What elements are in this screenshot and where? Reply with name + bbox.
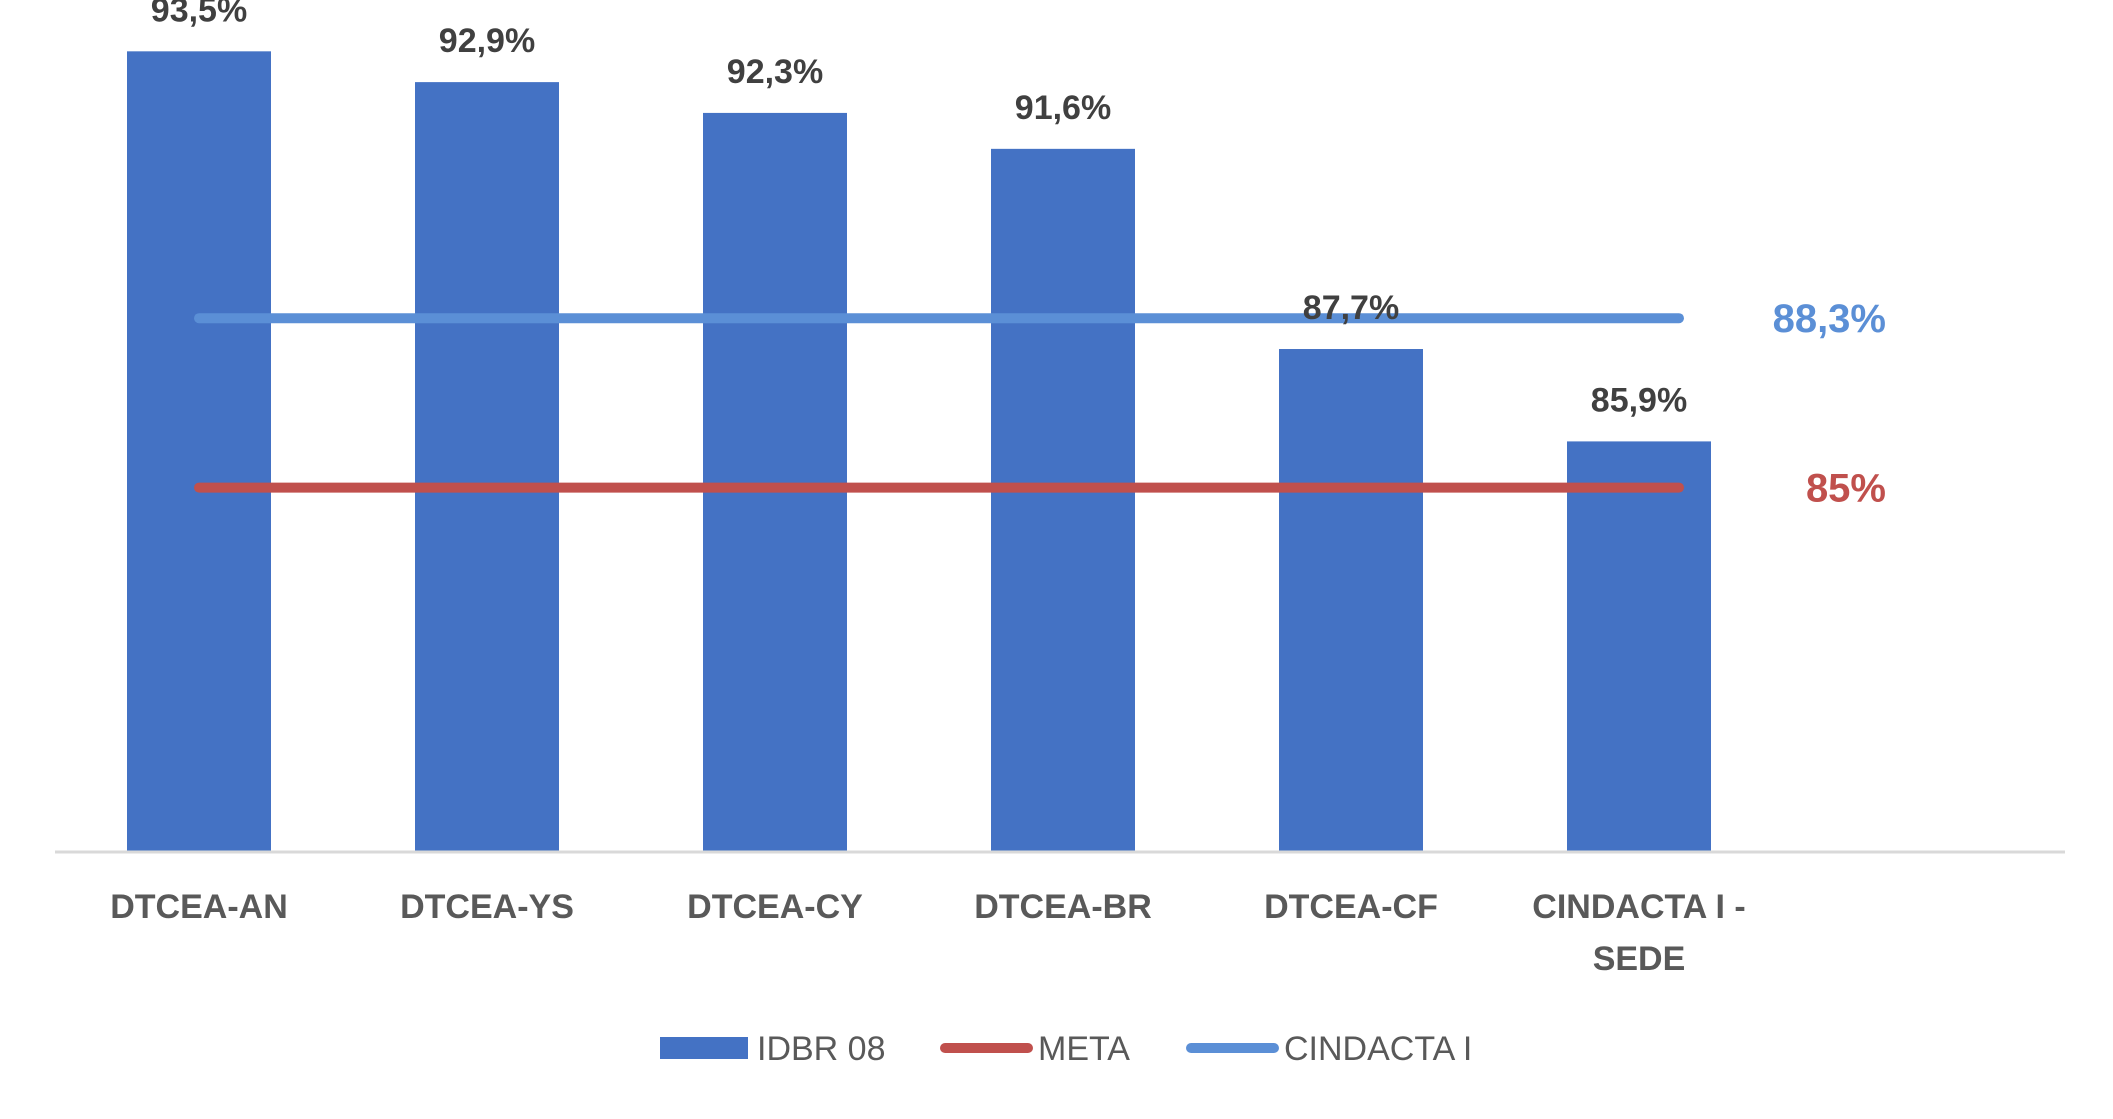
bar-value-label-4: 91,6%: [1015, 89, 1111, 127]
bar-1: [127, 51, 271, 852]
x-tick-label-4: DTCEA-BR: [974, 888, 1152, 926]
x-tick-label-1: DTCEA-AN: [110, 888, 288, 926]
legend-label-idbr-08: IDBR 08: [757, 1030, 886, 1068]
bar-4: [991, 148, 1135, 852]
bar-value-label-1: 93,5%: [151, 0, 247, 29]
meta-value-label: 85%: [1806, 467, 1886, 511]
x-tick-label-3: DTCEA-CY: [687, 888, 863, 926]
x-tick-label-6-line-1: CINDACTA I -: [1532, 888, 1745, 926]
bar-5: [1279, 349, 1423, 852]
x-tick-label-6-line-2: SEDE: [1593, 940, 1686, 978]
x-tick-label-5: DTCEA-CF: [1264, 888, 1438, 926]
bar-6: [1567, 441, 1711, 852]
x-tick-label-2: DTCEA-YS: [400, 888, 574, 926]
legend-label-cindacta-i: CINDACTA I: [1284, 1030, 1472, 1068]
legend-label-meta: META: [1038, 1030, 1130, 1068]
bar-value-label-2: 92,9%: [439, 22, 535, 60]
bar-2: [415, 82, 559, 852]
bar-value-label-6: 85,9%: [1591, 381, 1687, 419]
bar-value-label-3: 92,3%: [727, 53, 823, 91]
legend-swatch-idbr-08: [660, 1037, 748, 1059]
bar-3: [703, 112, 847, 853]
cindacta-i-value-label: 88,3%: [1773, 297, 1886, 341]
bar-value-label-5: 87,7%: [1303, 289, 1399, 327]
